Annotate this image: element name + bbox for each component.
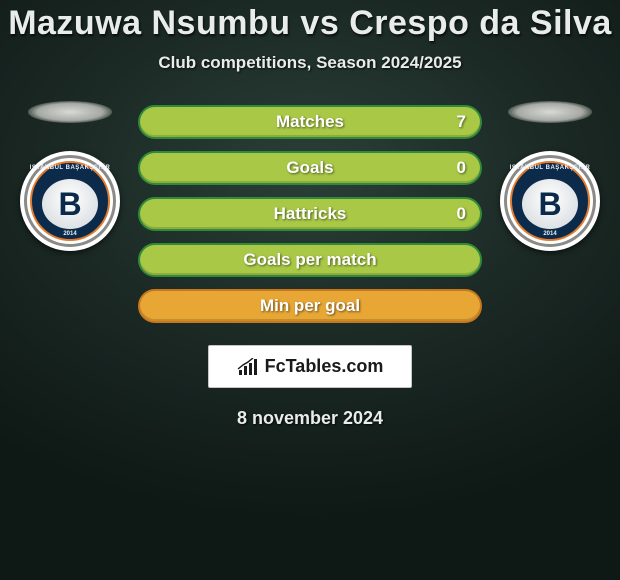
stat-value-right: 0 (457, 204, 466, 224)
stat-label: Goals (286, 158, 333, 178)
badge-year: 2014 (20, 231, 120, 237)
stat-bar: Matches 7 (138, 105, 482, 139)
player-shadow-left (28, 101, 112, 123)
badge-center: B (42, 179, 98, 229)
stat-label: Matches (276, 112, 344, 132)
club-badge-right: ISTANBUL BAŞAKŞEHİR B 2014 (500, 151, 600, 251)
stat-label: Min per goal (260, 296, 360, 316)
badge-club-name: ISTANBUL BAŞAKŞEHİR (500, 165, 600, 171)
stat-bar: Hattricks 0 (138, 197, 482, 231)
badge-club-name: ISTANBUL BAŞAKŞEHİR (20, 165, 120, 171)
player-shadow-right (508, 101, 592, 123)
badge-letter: B (58, 188, 81, 220)
left-player-col: ISTANBUL BAŞAKŞEHİR B 2014 (20, 101, 120, 251)
brand-chart-icon (237, 358, 259, 376)
stat-label: Goals per match (243, 250, 376, 270)
club-badge-left: ISTANBUL BAŞAKŞEHİR B 2014 (20, 151, 120, 251)
stat-value-right: 0 (457, 158, 466, 178)
stat-bar: Goals per match (138, 243, 482, 277)
page-title: Mazuwa Nsumbu vs Crespo da Silva (8, 4, 612, 43)
main-row: ISTANBUL BAŞAKŞEHİR B 2014 Matches 7 Goals… (0, 101, 620, 323)
stats-column: Matches 7 Goals 0 Hattricks 0 Goals per match M… (138, 101, 482, 323)
right-player-col: ISTANBUL BAŞAKŞEHİR B 2014 (500, 101, 600, 251)
subtitle: Club competitions, Season 2024/2025 (158, 53, 461, 73)
date-line: 8 november 2024 (237, 408, 383, 429)
stat-bar: Goals 0 (138, 151, 482, 185)
stat-bar: Min per goal (138, 289, 482, 323)
badge-year: 2014 (500, 231, 600, 237)
comparison-card: Mazuwa Nsumbu vs Crespo da Silva Club co… (0, 0, 620, 580)
badge-center: B (522, 179, 578, 229)
stat-label: Hattricks (274, 204, 347, 224)
brand-text: FcTables.com (265, 356, 384, 377)
stat-value-right: 7 (457, 112, 466, 132)
badge-letter: B (538, 188, 561, 220)
brand-box: FcTables.com (208, 345, 413, 388)
